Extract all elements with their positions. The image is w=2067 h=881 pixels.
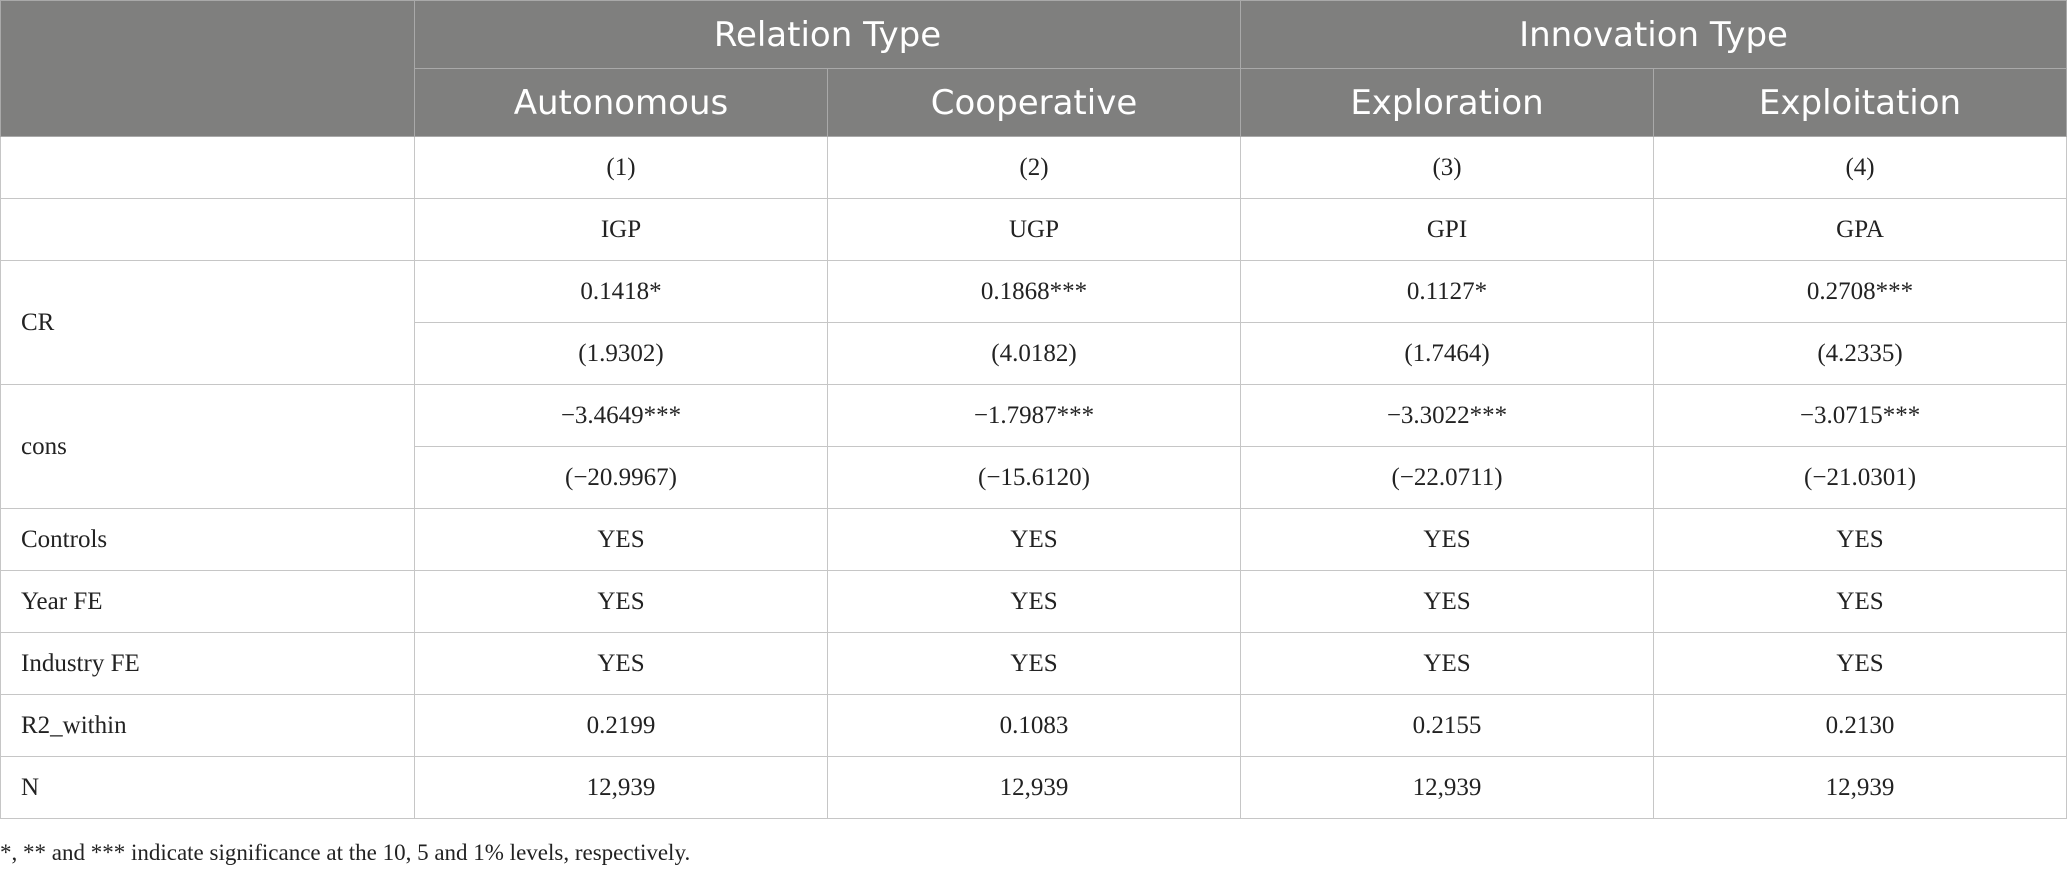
column-number-row: (1) (2) (3) (4) [0, 136, 2067, 199]
column-number: (1) [414, 136, 828, 199]
year-fe-row: Year FE YES YES YES YES [0, 570, 2067, 633]
dependent-variable: UGP [826, 198, 1242, 261]
row-label-cons: cons [0, 384, 415, 509]
controls-row: Controls YES YES YES YES [0, 508, 2067, 571]
dependent-variable-row: IGP UGP GPI GPA [0, 198, 2067, 261]
coefficient-cell: 0.1127* [1240, 260, 1655, 323]
column-number: (2) [826, 136, 1242, 199]
table-cell: 0.2155 [1240, 694, 1655, 757]
table-cell: YES [826, 508, 1242, 571]
table-cell: YES [1240, 508, 1655, 571]
row-label-controls: Controls [0, 508, 415, 571]
row-label-r2-within: R2_within [0, 694, 415, 757]
row-label-cell [0, 136, 415, 199]
r2-within-row: R2_within 0.2199 0.1083 0.2155 0.2130 [0, 694, 2067, 757]
sub-header-autonomous: Autonomous [414, 68, 828, 137]
coefficient-cell: −3.4649*** [414, 384, 828, 447]
industry-fe-row: Industry FE YES YES YES YES [0, 632, 2067, 695]
table-cell: 12,939 [414, 756, 828, 819]
table-cell: 12,939 [826, 756, 1242, 819]
cr-coefficient-row: CR 0.1418* 0.1868*** 0.1127* 0.2708*** [0, 260, 2067, 385]
coefficient-cell: −3.3022*** [1240, 384, 1655, 447]
tstat-cell: (1.7464) [1240, 322, 1655, 385]
tstat-cell: (4.0182) [826, 322, 1242, 385]
tstat-cell: (−20.9967) [414, 446, 828, 509]
table-cell: YES [826, 570, 1242, 633]
table-cell: 12,939 [1240, 756, 1655, 819]
table-cell: YES [826, 632, 1242, 695]
table-cell: YES [414, 508, 828, 571]
sub-header-exploration: Exploration [1240, 68, 1655, 137]
cr-tstat-row: (1.9302) (4.0182) (1.7464) (4.2335) [1, 322, 2067, 385]
dependent-variable: GPA [1653, 198, 2067, 261]
table-cell: 0.1083 [826, 694, 1242, 757]
coefficient-cell: 0.1418* [414, 260, 828, 323]
table-cell: YES [414, 632, 828, 695]
group-header-innovation-type: Innovation Type [1240, 0, 2067, 69]
regression-table-container: Relation Type Innovation Type Autonomous… [0, 0, 2067, 819]
coefficient-cell: −3.0715*** [1653, 384, 2067, 447]
table-cell: 0.2130 [1653, 694, 2067, 757]
tstat-cell: (−21.0301) [1653, 446, 2067, 509]
table-cell: 12,939 [1653, 756, 2067, 819]
row-label-cell [0, 198, 415, 261]
row-label-cr: CR [0, 260, 415, 385]
tstat-cell: (4.2335) [1653, 322, 2067, 385]
column-number: (4) [1653, 136, 2067, 199]
table-cell: YES [1653, 632, 2067, 695]
tstat-cell: (−15.6120) [826, 446, 1242, 509]
cons-tstat-row: (−20.9967) (−15.6120) (−22.0711) (−21.03… [1, 446, 2067, 509]
sub-header-cooperative: Cooperative [826, 68, 1242, 137]
dependent-variable: IGP [414, 198, 828, 261]
tstat-cell: (1.9302) [414, 322, 828, 385]
coefficient-cell: 0.2708*** [1653, 260, 2067, 323]
column-number: (3) [1240, 136, 1655, 199]
regression-table: Relation Type Innovation Type Autonomous… [0, 0, 2067, 819]
cons-coefficient-row: cons −3.4649*** −1.7987*** −3.3022*** −3… [0, 384, 2067, 509]
table-body: (1) (2) (3) (4) IGP UGP GPI GPA CR 0.141… [0, 136, 2067, 819]
row-label-year-fe: Year FE [0, 570, 415, 633]
n-row: N 12,939 12,939 12,939 12,939 [0, 756, 2067, 819]
group-header-row: Relation Type Innovation Type [0, 0, 2067, 137]
tstat-cell: (−22.0711) [1240, 446, 1655, 509]
table-cell: YES [1653, 570, 2067, 633]
table-header: Relation Type Innovation Type Autonomous… [0, 0, 2067, 137]
table-cell: YES [1240, 570, 1655, 633]
coefficient-cell: 0.1868*** [826, 260, 1242, 323]
table-cell: YES [1240, 632, 1655, 695]
row-label-n: N [0, 756, 415, 819]
group-header-relation-type: Relation Type [413, 0, 1242, 69]
table-footnote: *, ** and *** indicate significance at t… [0, 840, 691, 865]
table-cell: 0.2199 [414, 694, 828, 757]
table-cell: YES [414, 570, 828, 633]
sub-header-row: Autonomous Cooperative Exploration Explo… [1, 68, 2067, 137]
dependent-variable: GPI [1240, 198, 1655, 261]
sub-header-exploitation: Exploitation [1653, 68, 2067, 137]
header-corner-cell [0, 0, 415, 137]
row-label-industry-fe: Industry FE [0, 632, 415, 695]
table-cell: YES [1653, 508, 2067, 571]
coefficient-cell: −1.7987*** [826, 384, 1242, 447]
